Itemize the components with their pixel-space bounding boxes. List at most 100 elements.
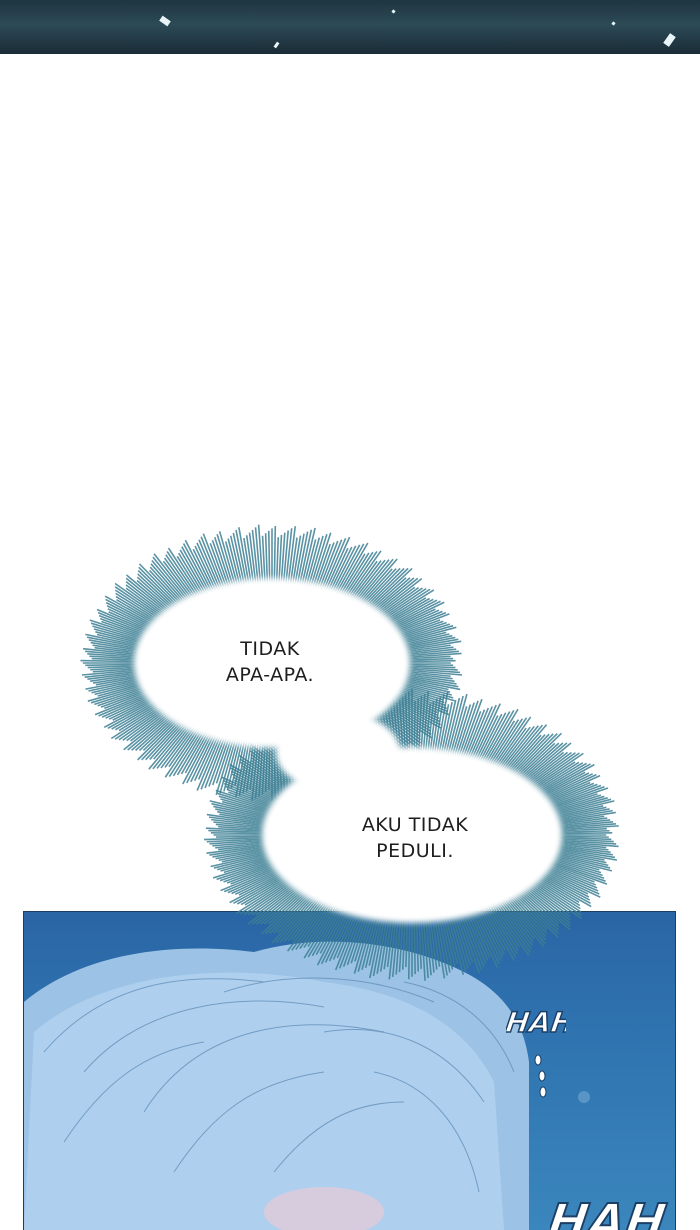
- glow-ray: [137, 570, 178, 609]
- glow-ray: [231, 869, 283, 895]
- glow-ray: [497, 726, 531, 770]
- glow-ray: [213, 853, 273, 869]
- glow-ray: [215, 789, 276, 811]
- glow-ray: [516, 742, 556, 780]
- glow-ray: [324, 908, 352, 963]
- glow-ray: [138, 566, 180, 608]
- glow-ray: [555, 825, 619, 831]
- glow-ray: [125, 584, 168, 617]
- glow-ray: [547, 860, 606, 882]
- glow-ray: [336, 910, 358, 959]
- glow-ray: [528, 752, 576, 788]
- glow-ray: [299, 902, 332, 950]
- glow-ray: [407, 916, 411, 980]
- glow-ray: [526, 883, 571, 918]
- glow-ray: [555, 819, 611, 827]
- glow-ray: [215, 841, 269, 849]
- glow-ray: [554, 844, 611, 854]
- glow-ray: [427, 700, 435, 754]
- glow-ray: [277, 894, 315, 934]
- glow-ray: [555, 843, 609, 851]
- glow-ray: [97, 682, 145, 697]
- glow-ray: [547, 785, 605, 808]
- glow-ray: [250, 760, 294, 790]
- glow-ray: [488, 903, 520, 951]
- glow-ray: [85, 663, 141, 667]
- glow-ray: [150, 563, 187, 604]
- glow-ray: [347, 550, 382, 599]
- glow-ray: [213, 805, 272, 820]
- glow-ray: [324, 536, 351, 592]
- glow-ray: [88, 678, 144, 692]
- glow-ray: [247, 881, 295, 916]
- glow-ray: [98, 693, 151, 717]
- glow-ray: [131, 714, 173, 751]
- glow-ray: [220, 855, 274, 872]
- glow-ray: [275, 895, 318, 944]
- glow-ray: [513, 892, 559, 938]
- speech-bubble-1-text: TIDAK APA-APA.: [190, 636, 350, 688]
- glow-ray: [533, 761, 580, 792]
- glow-ray: [435, 915, 448, 976]
- glow-ray: [342, 911, 364, 967]
- bubble-1-line-2: APA-APA.: [225, 664, 315, 686]
- glow-ray: [509, 894, 548, 934]
- glow-ray: [442, 699, 457, 756]
- glow-ray: [508, 895, 547, 938]
- sfx-hah-bottom: HAH: [550, 1193, 670, 1230]
- glow-ray: [204, 736, 226, 789]
- sfx-hah-top-text: HAH: [506, 1006, 566, 1039]
- glow-ray: [218, 795, 274, 813]
- glow-ray: [114, 706, 164, 740]
- glow-ray: [538, 771, 586, 798]
- glow-ray: [229, 535, 244, 587]
- glow-ray: [212, 840, 269, 847]
- glow-ray: [551, 798, 612, 816]
- glow-ray: [359, 568, 393, 605]
- glow-ray: [354, 559, 390, 603]
- glow-ray: [535, 876, 580, 903]
- glow-ray: [486, 904, 518, 955]
- glow-ray: [94, 681, 145, 696]
- glow-ray: [227, 868, 282, 894]
- glow-ray: [525, 751, 568, 786]
- glow-ray: [415, 916, 420, 972]
- glow-ray: [403, 663, 454, 667]
- glow-ray: [196, 542, 220, 592]
- glow-ray: [548, 793, 598, 811]
- glow-ray: [357, 558, 398, 604]
- glow-ray: [291, 535, 302, 586]
- glow-ray: [544, 865, 598, 889]
- glow-ray: [392, 609, 440, 632]
- glow-ray: [212, 858, 275, 879]
- glow-ray: [431, 916, 441, 967]
- glow-ray: [449, 913, 467, 972]
- glow-ray: [320, 539, 343, 591]
- glow-ray: [555, 829, 610, 834]
- glow-ray: [255, 883, 298, 916]
- glow-ray: [466, 707, 490, 760]
- glow-ray: [138, 716, 177, 752]
- glow-ray: [395, 619, 441, 637]
- glow-ray: [541, 773, 597, 801]
- glow-ray: [550, 797, 608, 815]
- glow-ray: [383, 589, 435, 622]
- glow-ray: [555, 840, 619, 848]
- glow-ray: [286, 900, 327, 952]
- glow-ray: [495, 900, 532, 950]
- glow-ray: [197, 734, 220, 780]
- glow-ray: [87, 652, 141, 659]
- glow-ray: [403, 655, 451, 660]
- glow-ray: [549, 794, 602, 812]
- glow-ray: [520, 742, 568, 783]
- glow-ray: [398, 684, 455, 702]
- glow-ray: [440, 915, 454, 970]
- glow-ray: [528, 882, 571, 914]
- glow-ray: [206, 844, 270, 854]
- glow-ray: [401, 677, 461, 691]
- glow-ray: [554, 811, 616, 823]
- glow-ray: [537, 763, 595, 797]
- glow-ray: [523, 885, 571, 924]
- glow-ray: [307, 903, 336, 948]
- glow-ray: [92, 667, 141, 673]
